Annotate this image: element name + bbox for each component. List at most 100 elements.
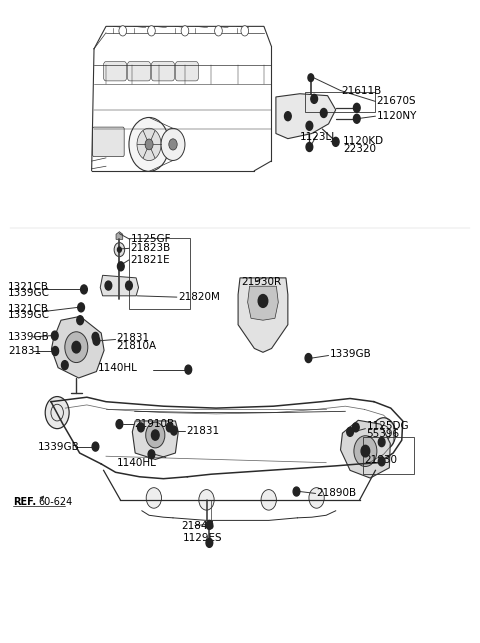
Circle shape (137, 128, 161, 161)
Circle shape (309, 487, 324, 508)
Circle shape (372, 418, 396, 450)
Circle shape (116, 420, 123, 429)
Circle shape (206, 520, 213, 529)
FancyBboxPatch shape (152, 62, 174, 81)
Circle shape (261, 489, 276, 510)
Circle shape (138, 423, 144, 432)
Circle shape (170, 426, 177, 435)
Circle shape (353, 104, 360, 113)
Circle shape (215, 26, 222, 36)
Circle shape (354, 436, 377, 467)
Circle shape (145, 139, 153, 150)
Circle shape (306, 143, 313, 152)
Text: 22320: 22320 (343, 144, 376, 154)
Polygon shape (51, 316, 104, 378)
Circle shape (78, 303, 84, 312)
Text: 21846: 21846 (181, 521, 215, 530)
Text: 1129ES: 1129ES (182, 532, 222, 543)
FancyBboxPatch shape (104, 62, 127, 81)
Circle shape (185, 365, 192, 374)
FancyBboxPatch shape (93, 127, 124, 157)
Polygon shape (340, 421, 390, 478)
Circle shape (65, 332, 88, 363)
Circle shape (148, 450, 155, 459)
Circle shape (114, 242, 125, 257)
Circle shape (118, 262, 124, 271)
Text: 21831: 21831 (8, 346, 41, 356)
Text: 1321CB: 1321CB (8, 282, 49, 292)
Circle shape (119, 26, 127, 36)
Circle shape (93, 336, 100, 345)
Circle shape (146, 422, 165, 448)
Circle shape (311, 95, 318, 104)
Polygon shape (100, 275, 139, 296)
Circle shape (353, 114, 360, 123)
Circle shape (169, 139, 177, 150)
Circle shape (126, 281, 132, 290)
Text: 21823B: 21823B (130, 243, 170, 253)
Text: 21810A: 21810A (117, 341, 156, 351)
Text: 21821E: 21821E (130, 255, 169, 265)
FancyBboxPatch shape (175, 62, 198, 81)
Circle shape (306, 122, 313, 131)
Text: 1339GB: 1339GB (38, 442, 80, 451)
Circle shape (293, 487, 300, 496)
FancyBboxPatch shape (128, 62, 151, 81)
Text: 1339GC: 1339GC (8, 288, 50, 298)
Circle shape (72, 341, 81, 353)
Circle shape (148, 26, 156, 36)
Circle shape (258, 294, 268, 307)
Polygon shape (116, 231, 123, 239)
Circle shape (378, 438, 385, 447)
Circle shape (241, 26, 249, 36)
Circle shape (77, 316, 84, 325)
Circle shape (45, 397, 69, 429)
Circle shape (118, 247, 121, 252)
Text: 21830: 21830 (364, 455, 397, 465)
Polygon shape (238, 278, 288, 352)
Text: 21820M: 21820M (178, 292, 220, 302)
Text: 21611B: 21611B (341, 86, 382, 96)
Circle shape (305, 354, 312, 363)
Circle shape (361, 446, 370, 457)
Circle shape (352, 423, 359, 432)
Text: 1321CB: 1321CB (8, 303, 49, 314)
Circle shape (105, 281, 112, 290)
Text: 1140HL: 1140HL (117, 458, 157, 467)
Text: 1140HL: 1140HL (97, 363, 137, 373)
Circle shape (199, 489, 214, 510)
Text: 1125GF: 1125GF (131, 235, 171, 244)
Circle shape (129, 118, 169, 172)
Circle shape (51, 331, 58, 340)
Text: 1120NY: 1120NY (376, 111, 417, 121)
Text: 21831: 21831 (186, 426, 219, 435)
Circle shape (166, 423, 173, 432)
Text: 1339GC: 1339GC (8, 310, 50, 320)
Circle shape (81, 285, 87, 294)
Polygon shape (132, 421, 178, 460)
Polygon shape (248, 286, 278, 320)
Circle shape (332, 138, 339, 147)
Polygon shape (276, 94, 336, 139)
Circle shape (347, 428, 353, 437)
Text: REF.: REF. (12, 498, 36, 507)
Circle shape (161, 129, 185, 161)
Circle shape (321, 109, 327, 118)
Circle shape (92, 332, 99, 341)
Circle shape (52, 347, 59, 356)
Text: 21910B: 21910B (135, 419, 175, 429)
Text: 21670S: 21670S (376, 96, 416, 107)
Text: 60-624: 60-624 (38, 498, 72, 507)
Text: 1339GB: 1339GB (329, 349, 371, 359)
Circle shape (61, 361, 68, 370)
Circle shape (378, 457, 385, 466)
Text: 21930R: 21930R (241, 276, 281, 287)
Text: 1125DG: 1125DG (366, 421, 409, 431)
Text: 21831: 21831 (117, 332, 150, 343)
Text: 1120KD: 1120KD (343, 136, 384, 145)
Circle shape (285, 112, 291, 121)
Circle shape (181, 26, 189, 36)
Circle shape (308, 74, 314, 82)
Text: 21890B: 21890B (317, 489, 357, 498)
Text: 55396: 55396 (366, 429, 399, 439)
